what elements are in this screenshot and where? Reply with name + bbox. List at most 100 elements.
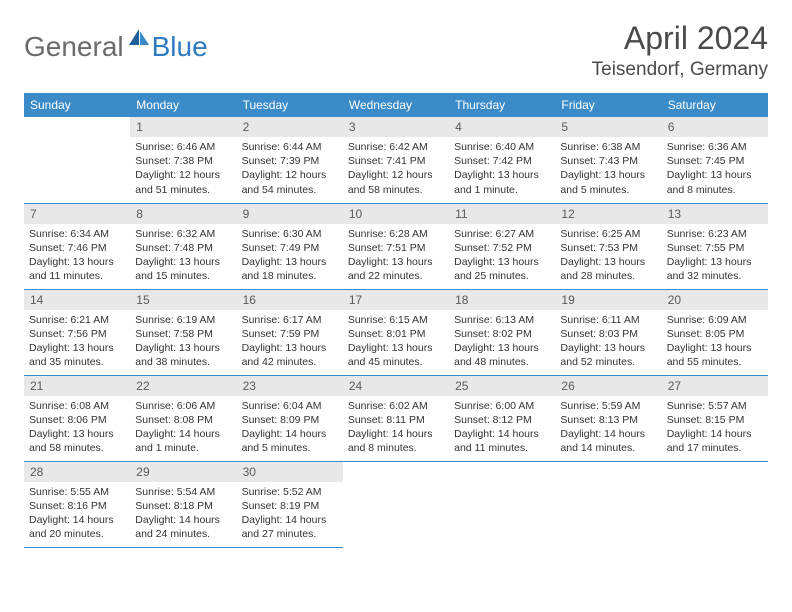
logo: General Blue bbox=[24, 28, 208, 65]
day-body: Sunrise: 6:08 AMSunset: 8:06 PMDaylight:… bbox=[24, 396, 130, 460]
day-body: Sunrise: 6:06 AMSunset: 8:08 PMDaylight:… bbox=[130, 396, 236, 460]
day-cell: 21Sunrise: 6:08 AMSunset: 8:06 PMDayligh… bbox=[24, 375, 130, 461]
day-line: Sunrise: 6:17 AM bbox=[242, 313, 338, 327]
day-body: Sunrise: 6:09 AMSunset: 8:05 PMDaylight:… bbox=[662, 310, 768, 374]
day-cell: 1Sunrise: 6:46 AMSunset: 7:38 PMDaylight… bbox=[130, 117, 236, 203]
day-cell: 3Sunrise: 6:42 AMSunset: 7:41 PMDaylight… bbox=[343, 117, 449, 203]
day-line: Sunrise: 6:46 AM bbox=[135, 140, 231, 154]
day-line: Daylight: 13 hours bbox=[348, 255, 444, 269]
day-line: and 48 minutes. bbox=[454, 355, 550, 369]
day-line: Sunset: 7:53 PM bbox=[560, 241, 656, 255]
month-title: April 2024 bbox=[592, 20, 768, 57]
day-cell: 7Sunrise: 6:34 AMSunset: 7:46 PMDaylight… bbox=[24, 203, 130, 289]
day-line: Daylight: 13 hours bbox=[560, 255, 656, 269]
day-line: Sunrise: 6:38 AM bbox=[560, 140, 656, 154]
day-cell: 18Sunrise: 6:13 AMSunset: 8:02 PMDayligh… bbox=[449, 289, 555, 375]
day-body: Sunrise: 6:28 AMSunset: 7:51 PMDaylight:… bbox=[343, 224, 449, 288]
day-line: Sunrise: 5:59 AM bbox=[560, 399, 656, 413]
day-cell: 20Sunrise: 6:09 AMSunset: 8:05 PMDayligh… bbox=[662, 289, 768, 375]
day-body: Sunrise: 5:52 AMSunset: 8:19 PMDaylight:… bbox=[237, 482, 343, 546]
day-line: Sunrise: 6:27 AM bbox=[454, 227, 550, 241]
day-line: Sunrise: 6:19 AM bbox=[135, 313, 231, 327]
day-cell: 6Sunrise: 6:36 AMSunset: 7:45 PMDaylight… bbox=[662, 117, 768, 203]
day-number: 17 bbox=[343, 290, 449, 310]
day-line: Daylight: 14 hours bbox=[560, 427, 656, 441]
day-line: Daylight: 13 hours bbox=[348, 341, 444, 355]
day-cell bbox=[555, 461, 661, 547]
day-number: 7 bbox=[24, 204, 130, 224]
day-line: Sunset: 7:42 PM bbox=[454, 154, 550, 168]
day-header: Tuesday bbox=[237, 93, 343, 117]
day-line: Daylight: 12 hours bbox=[242, 168, 338, 182]
day-line: Sunrise: 6:34 AM bbox=[29, 227, 125, 241]
day-number: 24 bbox=[343, 376, 449, 396]
day-number: 27 bbox=[662, 376, 768, 396]
day-line: Sunrise: 6:02 AM bbox=[348, 399, 444, 413]
day-line: and 22 minutes. bbox=[348, 269, 444, 283]
day-line: Daylight: 13 hours bbox=[667, 168, 763, 182]
day-line: Sunrise: 6:42 AM bbox=[348, 140, 444, 154]
day-line: Daylight: 13 hours bbox=[454, 255, 550, 269]
location: Teisendorf, Germany bbox=[592, 59, 768, 81]
day-line: Sunrise: 6:23 AM bbox=[667, 227, 763, 241]
day-body: Sunrise: 5:57 AMSunset: 8:15 PMDaylight:… bbox=[662, 396, 768, 460]
day-body: Sunrise: 6:00 AMSunset: 8:12 PMDaylight:… bbox=[449, 396, 555, 460]
day-number: 11 bbox=[449, 204, 555, 224]
day-line: Sunrise: 5:55 AM bbox=[29, 485, 125, 499]
day-line: Daylight: 14 hours bbox=[242, 513, 338, 527]
day-header: Wednesday bbox=[343, 93, 449, 117]
day-line: Daylight: 13 hours bbox=[560, 168, 656, 182]
day-cell: 22Sunrise: 6:06 AMSunset: 8:08 PMDayligh… bbox=[130, 375, 236, 461]
day-body: Sunrise: 6:17 AMSunset: 7:59 PMDaylight:… bbox=[237, 310, 343, 374]
day-line: Sunset: 7:48 PM bbox=[135, 241, 231, 255]
day-line: Daylight: 13 hours bbox=[29, 427, 125, 441]
day-cell: 15Sunrise: 6:19 AMSunset: 7:58 PMDayligh… bbox=[130, 289, 236, 375]
day-number: 20 bbox=[662, 290, 768, 310]
day-line: and 58 minutes. bbox=[29, 441, 125, 455]
day-cell bbox=[449, 461, 555, 547]
day-line: Sunrise: 6:04 AM bbox=[242, 399, 338, 413]
day-line: Sunrise: 6:00 AM bbox=[454, 399, 550, 413]
day-body: Sunrise: 6:15 AMSunset: 8:01 PMDaylight:… bbox=[343, 310, 449, 374]
day-body: Sunrise: 6:36 AMSunset: 7:45 PMDaylight:… bbox=[662, 137, 768, 201]
day-header: Thursday bbox=[449, 93, 555, 117]
day-line: and 52 minutes. bbox=[560, 355, 656, 369]
day-line: Daylight: 12 hours bbox=[135, 168, 231, 182]
day-cell: 16Sunrise: 6:17 AMSunset: 7:59 PMDayligh… bbox=[237, 289, 343, 375]
day-line: and 11 minutes. bbox=[454, 441, 550, 455]
day-header: Sunday bbox=[24, 93, 130, 117]
day-line: and 5 minutes. bbox=[560, 183, 656, 197]
day-cell: 17Sunrise: 6:15 AMSunset: 8:01 PMDayligh… bbox=[343, 289, 449, 375]
day-cell: 27Sunrise: 5:57 AMSunset: 8:15 PMDayligh… bbox=[662, 375, 768, 461]
day-line: Sunrise: 6:11 AM bbox=[560, 313, 656, 327]
day-line: Sunset: 7:56 PM bbox=[29, 327, 125, 341]
week-row: 21Sunrise: 6:08 AMSunset: 8:06 PMDayligh… bbox=[24, 375, 768, 461]
day-number: 18 bbox=[449, 290, 555, 310]
day-line: Sunset: 8:16 PM bbox=[29, 499, 125, 513]
day-number: 2 bbox=[237, 117, 343, 137]
week-row: 1Sunrise: 6:46 AMSunset: 7:38 PMDaylight… bbox=[24, 117, 768, 203]
day-line: and 25 minutes. bbox=[454, 269, 550, 283]
day-line: Daylight: 14 hours bbox=[29, 513, 125, 527]
day-cell: 25Sunrise: 6:00 AMSunset: 8:12 PMDayligh… bbox=[449, 375, 555, 461]
week-row: 7Sunrise: 6:34 AMSunset: 7:46 PMDaylight… bbox=[24, 203, 768, 289]
day-line: and 8 minutes. bbox=[348, 441, 444, 455]
day-line: Sunrise: 6:13 AM bbox=[454, 313, 550, 327]
day-line: Daylight: 13 hours bbox=[29, 341, 125, 355]
day-number: 9 bbox=[237, 204, 343, 224]
day-line: Sunset: 8:01 PM bbox=[348, 327, 444, 341]
day-line: Sunset: 7:45 PM bbox=[667, 154, 763, 168]
day-line: Daylight: 14 hours bbox=[454, 427, 550, 441]
day-line: Sunrise: 6:21 AM bbox=[29, 313, 125, 327]
day-number: 19 bbox=[555, 290, 661, 310]
day-cell: 26Sunrise: 5:59 AMSunset: 8:13 PMDayligh… bbox=[555, 375, 661, 461]
day-line: Daylight: 13 hours bbox=[454, 341, 550, 355]
day-line: and 35 minutes. bbox=[29, 355, 125, 369]
day-line: Sunrise: 6:44 AM bbox=[242, 140, 338, 154]
day-line: Daylight: 13 hours bbox=[135, 255, 231, 269]
day-line: Daylight: 14 hours bbox=[348, 427, 444, 441]
day-line: and 24 minutes. bbox=[135, 527, 231, 541]
day-cell: 5Sunrise: 6:38 AMSunset: 7:43 PMDaylight… bbox=[555, 117, 661, 203]
day-line: Sunrise: 6:32 AM bbox=[135, 227, 231, 241]
calendar-body: 1Sunrise: 6:46 AMSunset: 7:38 PMDaylight… bbox=[24, 117, 768, 547]
